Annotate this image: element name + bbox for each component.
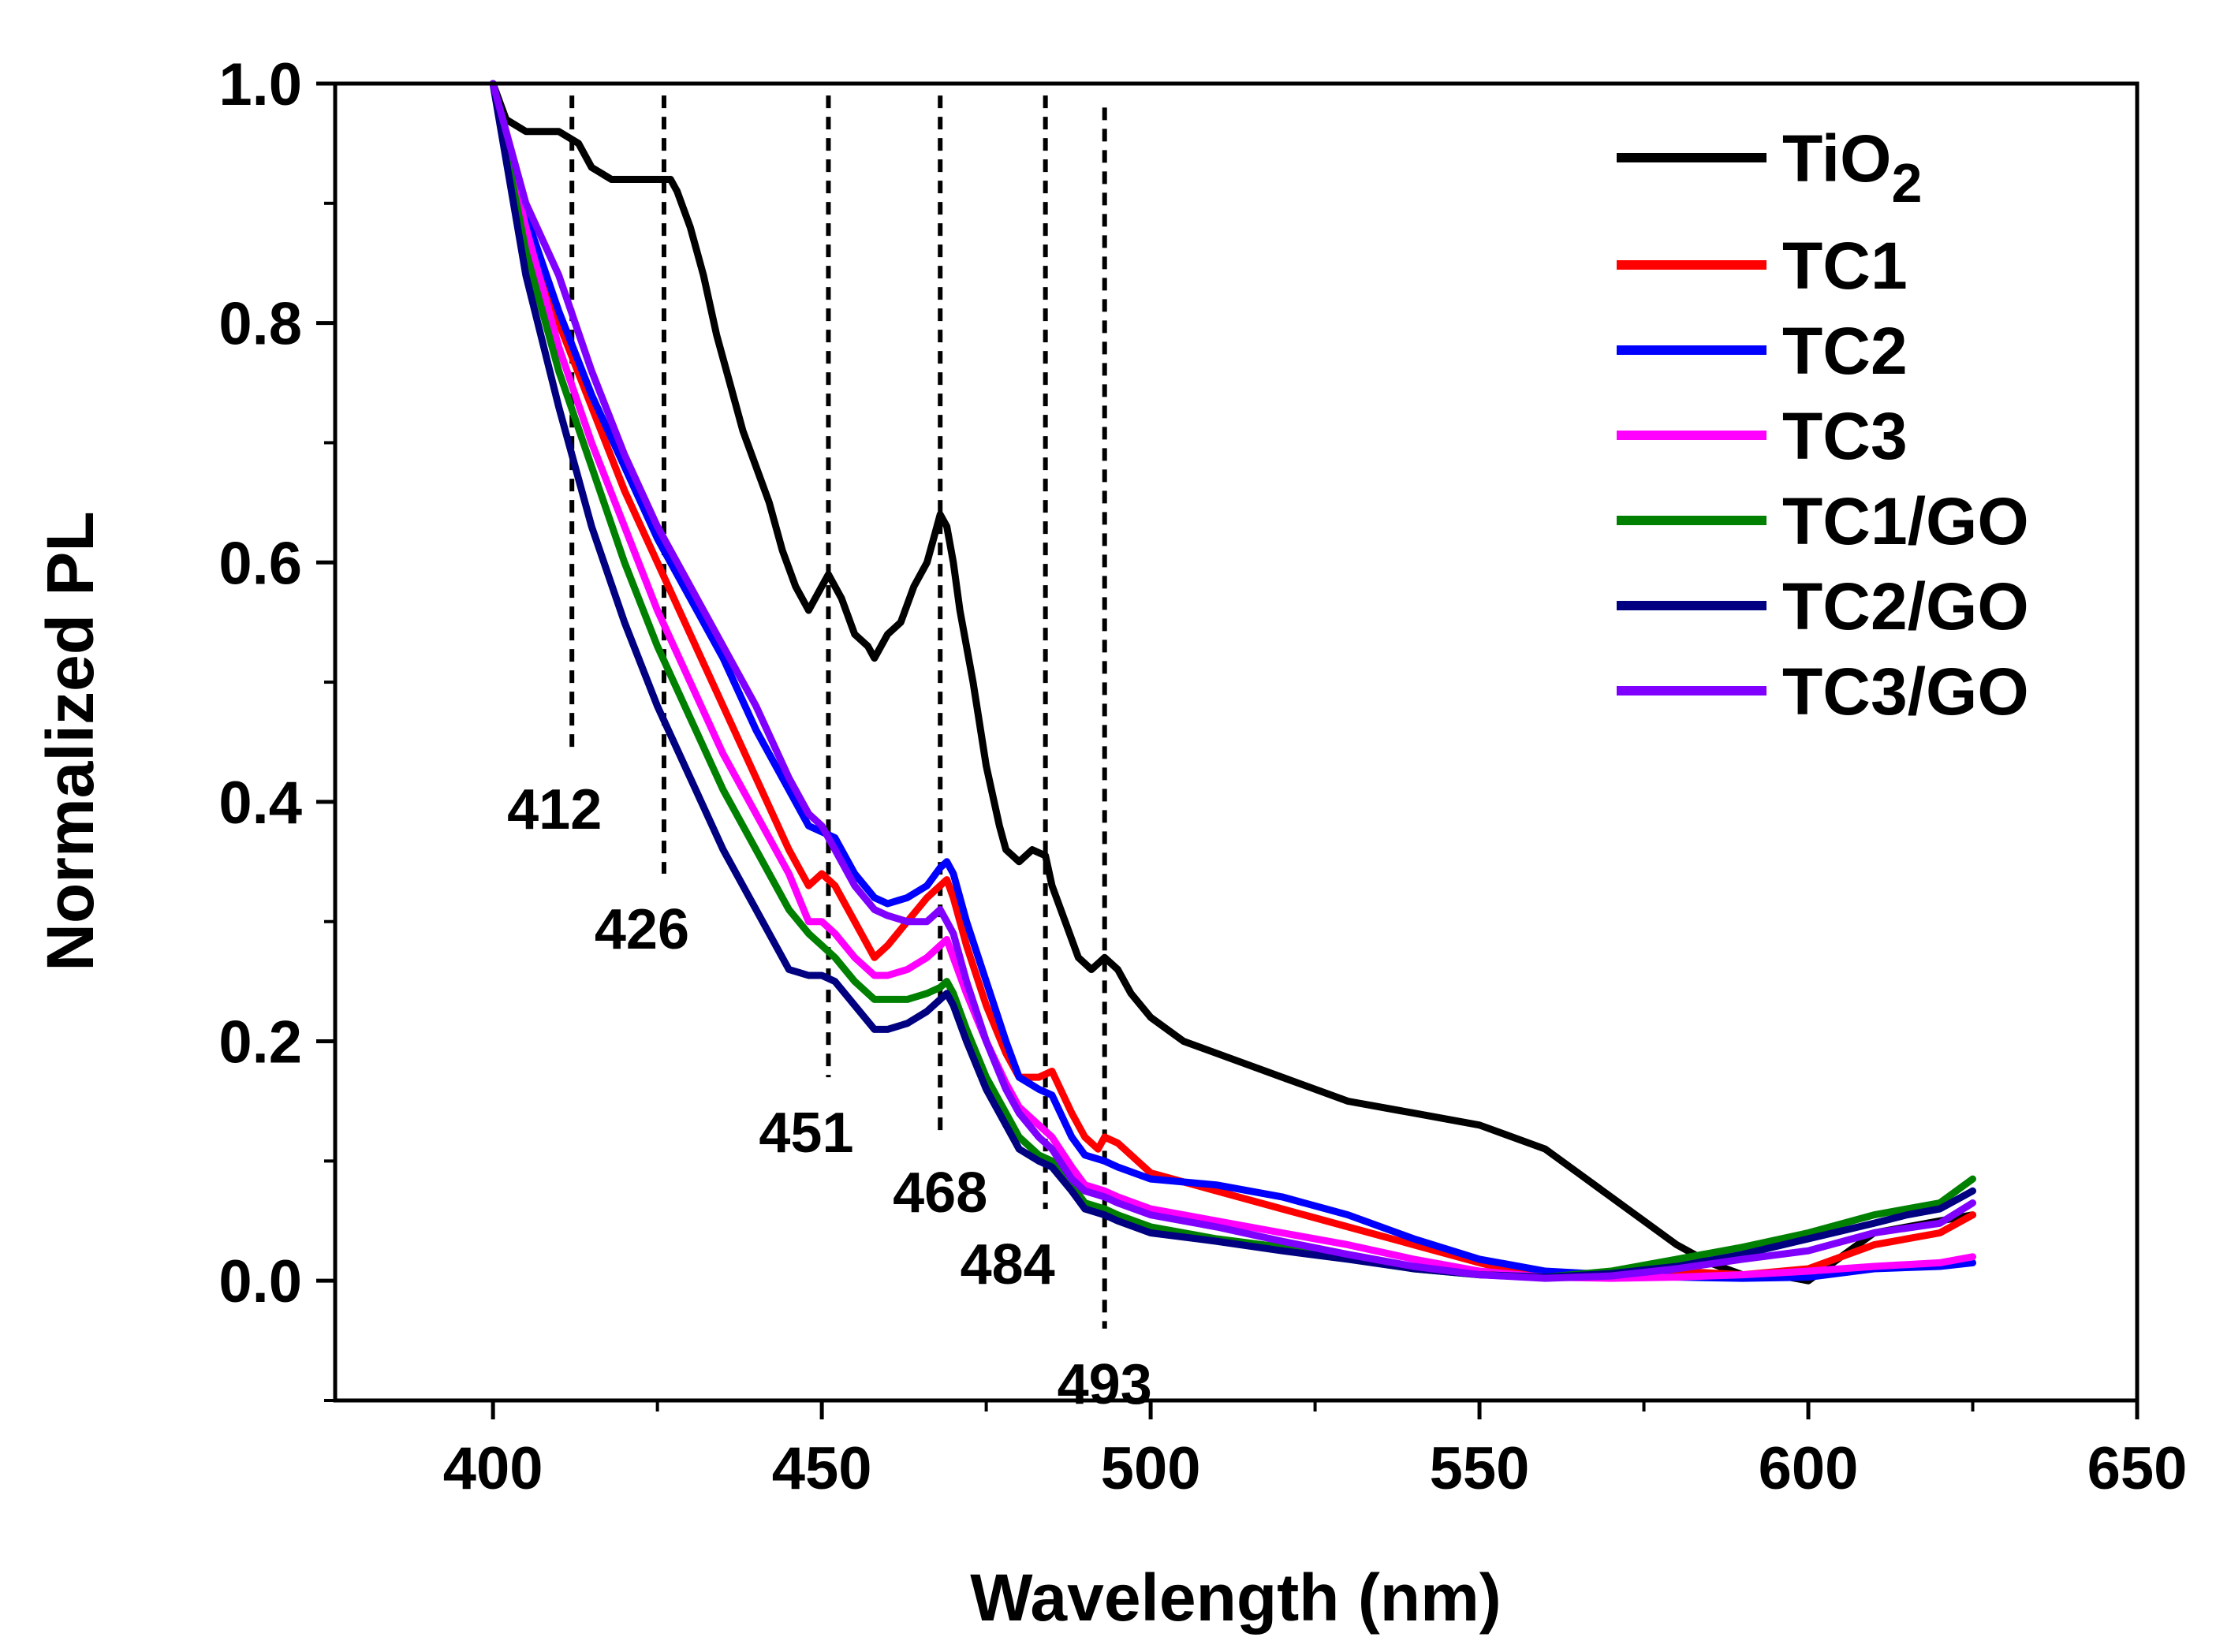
series-line-tc2: [489, 80, 1976, 1282]
y-tick-label: 0.6: [218, 530, 302, 597]
legend-label: TC3: [1782, 399, 1908, 473]
peak-label: 412: [507, 778, 602, 841]
legend-label: TC3/GO: [1782, 654, 2029, 729]
x-axis-title: Wavelength (nm): [970, 1561, 1502, 1635]
axis-ticks: 400 450 500 550 600 650 0.0 0.2 0.4 0.6 0.8 1.0: [218, 51, 2187, 1502]
x-tick-label: 500: [1101, 1435, 1201, 1502]
legend-label-subscript: 2: [1891, 152, 1922, 214]
y-tick-label: 0.4: [218, 770, 302, 837]
legend-label: TC2: [1782, 314, 1908, 388]
legend-label-text: TC3: [1782, 399, 1908, 473]
legend-label: TiO2: [1782, 121, 1922, 214]
x-tick-label: 400: [443, 1435, 543, 1502]
y-axis-title: Normalized PL: [33, 511, 107, 971]
legend-label-text: TC2/GO: [1782, 569, 2029, 643]
legend-label: TC1/GO: [1782, 484, 2029, 558]
y-tick-label: 0.2: [218, 1009, 302, 1076]
legend-label: TC2/GO: [1782, 569, 2029, 643]
legend: TiO2 TC1 TC2 TC3 TC1/GO TC2/GO TC3/GO: [1617, 121, 2029, 729]
y-tick-label: 1.0: [218, 51, 302, 118]
legend-label-text: TC2: [1782, 314, 1908, 388]
legend-label-text: TC1: [1782, 229, 1908, 303]
peak-label: 426: [595, 898, 689, 961]
y-tick-label: 0.8: [218, 291, 302, 358]
series-line-tio: [489, 80, 1976, 1285]
legend-label-text: TC3/GO: [1782, 654, 2029, 729]
series-lines: [489, 80, 1976, 1285]
peak-label: 484: [961, 1233, 1055, 1296]
plot-frame: [333, 81, 2140, 1403]
peak-label: 493: [1058, 1353, 1152, 1416]
legend-label-text: TC1/GO: [1782, 484, 2029, 558]
x-tick-label: 450: [772, 1435, 872, 1502]
peak-label: 451: [759, 1102, 853, 1165]
legend-label-text: TiO: [1782, 121, 1891, 196]
peak-label: 468: [893, 1162, 987, 1225]
peak-markers: [569, 95, 1107, 1329]
y-tick-label: 0.0: [218, 1248, 302, 1315]
x-tick-label: 600: [1759, 1435, 1859, 1502]
x-tick-label: 550: [1430, 1435, 1530, 1502]
legend-label: TC1: [1782, 229, 1908, 303]
series-line-tc3-go: [489, 80, 1976, 1282]
x-tick-label: 650: [2087, 1435, 2188, 1502]
